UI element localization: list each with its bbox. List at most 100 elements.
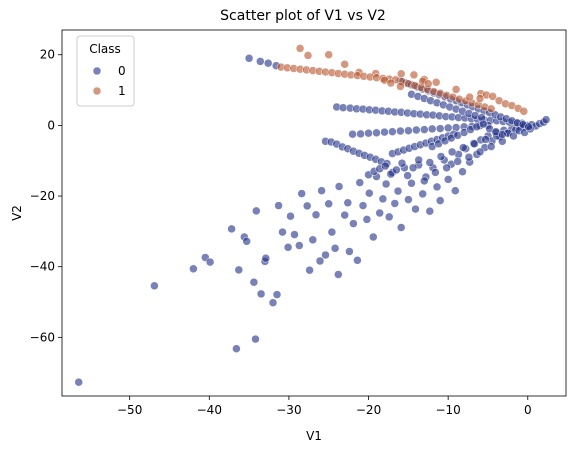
scatter-point-class-0 [397,158,407,168]
scatter-point-class-0 [447,147,457,157]
scatter-point-class-1 [303,51,313,60]
scatter-point-class-0 [189,264,198,274]
scatter-point-class-0 [418,189,427,199]
scatter-point-class-0 [305,265,314,275]
scatter-point-class-0 [362,215,372,224]
scatter-point-class-0 [274,201,283,210]
x-tick-label: −40 [197,403,222,417]
scatter-point-class-0 [278,227,287,237]
x-tick-label: −10 [435,403,460,417]
scatter-point-class-1 [519,107,529,116]
scatter-point-class-1 [396,69,406,79]
scatter-point-class-0 [420,176,429,186]
scatter-point-class-0 [392,165,401,175]
legend-label-class-0: 0 [118,64,126,78]
scatter-point-class-0 [330,244,340,253]
scatter-point-class-0 [327,227,337,237]
scatter-point-class-1 [340,60,349,69]
legend-label-class-1: 1 [118,84,126,98]
scatter-point-class-0 [205,257,215,267]
scatter-point-class-0 [349,219,358,228]
scatter-point-class-0 [338,103,348,112]
scatter-point-class-1 [431,78,441,87]
scatter-point-class-0 [150,281,159,291]
scatter-point-class-0 [263,58,273,68]
scatter-point-class-0 [443,123,453,133]
scatter-point-class-1 [451,85,461,94]
scatter-point-class-0 [283,243,293,252]
scatter-point-class-0 [412,125,421,135]
scatter-point-class-0 [317,186,326,195]
legend-box [76,35,135,107]
scatter-point-class-0 [381,179,391,189]
scatter-point-class-0 [74,377,83,387]
scatter-point-class-0 [458,167,467,176]
scatter-point-class-1 [475,94,485,103]
scatter-point-class-0 [286,211,295,221]
plot-area [74,44,551,387]
scatter-point-class-0 [407,179,416,188]
scatter-point-class-0 [396,126,405,136]
scatter-point-class-1 [488,92,497,101]
scatter-point-class-0 [290,230,299,239]
scatter-point-class-0 [358,201,368,210]
scatter-point-class-0 [453,157,462,166]
y-axis: −60 −40 −20 0 20 [30,48,62,344]
scatter-point-class-0 [302,201,312,211]
scatter-point-class-0 [378,194,388,204]
x-axis-label: V1 [306,429,322,443]
scatter-point-class-1 [295,44,305,53]
scatter-point-class-0 [251,334,260,344]
scatter-point-class-0 [408,163,418,173]
scatter-point-class-0 [442,163,451,173]
scatter-point-class-0 [393,186,403,196]
scatter-point-class-0 [435,124,445,133]
y-tick-label: −20 [30,189,55,203]
x-tick-label: −20 [356,403,381,417]
scatter-point-class-0 [425,158,435,167]
y-tick-label: 20 [40,48,55,62]
scatter-point-class-0 [396,223,406,232]
scatter-point-class-0 [524,122,533,132]
scatter-point-class-0 [364,128,373,138]
scatter-point-class-0 [334,182,344,191]
legend-marker-class-1 [92,86,102,96]
scatter-point-class-0 [459,143,468,152]
chart-title: Scatter plot of V1 vs V2 [220,8,386,24]
scatter-point-class-0 [380,127,389,137]
scatter-point-class-0 [432,182,442,192]
scatter-point-class-0 [308,235,318,245]
scatter-point-class-1 [486,104,496,114]
scatter-point-class-0 [464,152,474,162]
scatter-point-class-0 [261,253,271,263]
scatter-point-class-0 [470,139,479,149]
scatter-point-class-0 [541,115,551,124]
scatter-point-class-0 [509,131,518,141]
scatter-point-class-0 [355,178,365,187]
scatter-point-class-0 [451,186,460,195]
scatter-point-class-0 [343,198,353,208]
scatter-point-class-0 [404,126,413,135]
scatter-point-class-0 [486,142,496,151]
scatter-point-class-1 [409,70,419,80]
series-class-1 [276,44,529,116]
scatter-point-class-0 [272,290,282,299]
scatter-point-class-0 [311,210,321,220]
legend-marker-class-0 [92,66,102,76]
scatter-point-class-1 [424,79,433,88]
scatter-point-class-0 [390,199,400,208]
scatter-point-class-0 [478,119,488,129]
scatter-point-class-0 [435,196,445,205]
legend: Class 0 1 [76,35,135,107]
scatter-point-class-0 [436,152,446,161]
scatter-point-class-1 [386,78,396,88]
y-tick-label: −60 [30,330,55,344]
x-tick-label: 0 [524,403,532,417]
scatter-point-class-0 [356,129,365,139]
scatter-point-class-0 [372,128,381,138]
scatter-point-class-0 [420,125,429,134]
y-tick-label: −40 [30,260,55,274]
scatter-point-class-0 [381,161,390,171]
scatter-point-class-0 [334,270,343,279]
